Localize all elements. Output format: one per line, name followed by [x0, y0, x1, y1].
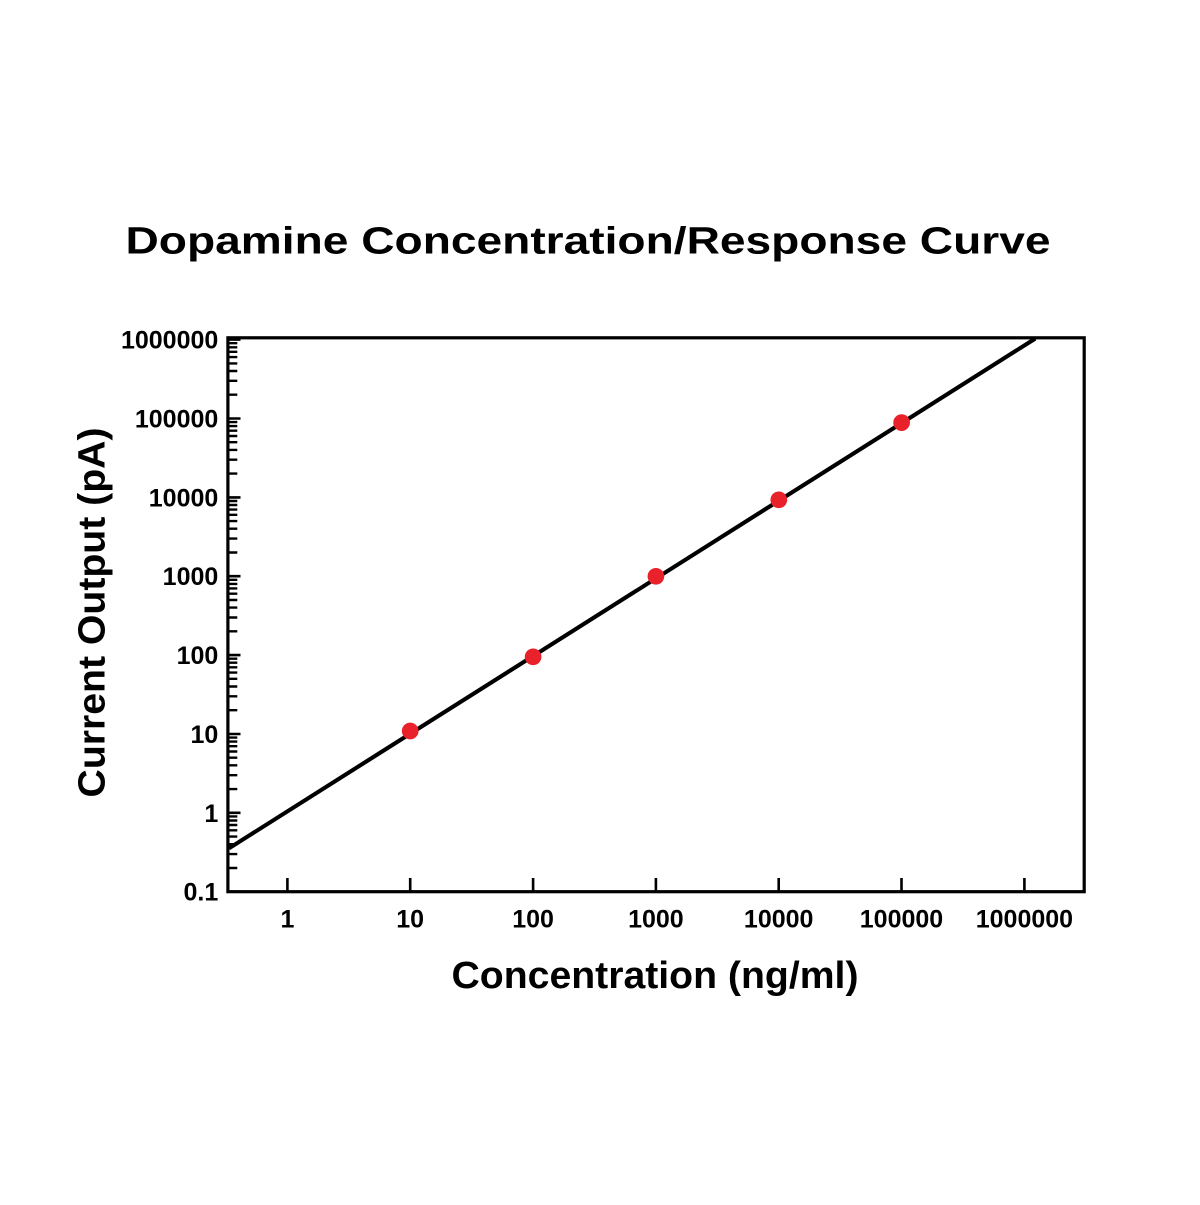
svg-text:100: 100 [512, 905, 554, 933]
svg-text:10: 10 [190, 721, 218, 749]
svg-text:1000000: 1000000 [976, 905, 1073, 933]
svg-text:1: 1 [280, 905, 294, 933]
svg-text:1: 1 [204, 800, 218, 828]
svg-text:100: 100 [177, 642, 219, 670]
svg-text:1000: 1000 [628, 905, 684, 933]
svg-text:100000: 100000 [860, 905, 943, 933]
svg-text:10000: 10000 [744, 905, 814, 933]
svg-text:Concentration (ng/ml): Concentration (ng/ml) [452, 955, 859, 997]
svg-text:Dopamine Concentration/Respons: Dopamine Concentration/Response Curve [126, 221, 1051, 263]
svg-text:Current Output (pA): Current Output (pA) [72, 428, 114, 798]
svg-text:1000000: 1000000 [121, 327, 218, 355]
svg-text:10000: 10000 [149, 484, 219, 512]
svg-text:1000: 1000 [163, 563, 219, 591]
svg-text:0.1: 0.1 [184, 879, 219, 907]
svg-text:100000: 100000 [135, 406, 218, 434]
svg-text:10: 10 [396, 905, 424, 933]
